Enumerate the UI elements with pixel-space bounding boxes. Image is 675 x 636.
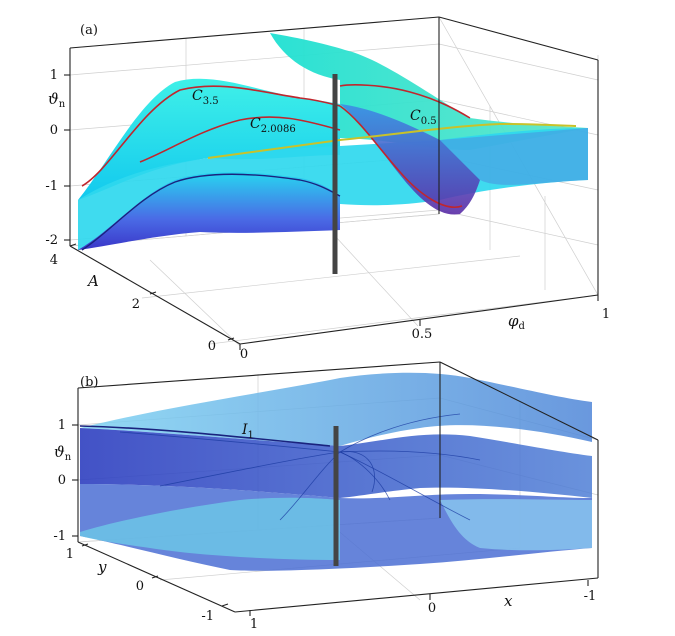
dip-sheet-2 — [440, 128, 588, 185]
xtick-a-05: 0.5 — [412, 327, 433, 342]
ylabel-a: A — [86, 272, 99, 290]
panel-b: (b) 1 0 -1 ϑn 1 0 -1 y 1 0 -1 x I1 — [53, 361, 599, 632]
xtick-a-1: 1 — [602, 307, 610, 322]
xlabel-b: x — [504, 592, 513, 610]
curve-c3-5-right — [339, 84, 471, 119]
xtick-b-m1: -1 — [584, 589, 597, 604]
ytick-b-m1: -1 — [201, 609, 214, 624]
ztick-a-1: 1 — [50, 68, 58, 83]
curve-i1 — [79, 425, 331, 447]
xlabel-a: φd — [508, 312, 526, 332]
ztick-b-0: 0 — [58, 473, 66, 488]
panel-b-label: (b) — [80, 375, 98, 390]
dip-sheet — [340, 104, 480, 215]
panel-a-ytick-labels: 4 2 0 — [50, 253, 216, 354]
panel-a: (a) 1 0 -1 -2 ϑn 4 2 0 A 0 0.5 1 φd C3.5… — [45, 16, 610, 362]
lower-left-flap — [80, 497, 340, 560]
top-right-light — [440, 499, 592, 551]
annotation-c2-0086: C2.0086 — [250, 116, 296, 135]
panel-b-xtick-labels: 1 0 -1 — [250, 589, 596, 632]
panel-a-label: (a) — [80, 23, 98, 38]
panel-b-ytick-labels: 1 0 -1 — [66, 547, 214, 624]
panel-a-curves — [81, 84, 577, 251]
panel-a-surfaces — [78, 33, 588, 250]
curve-c3-5 — [81, 85, 341, 187]
curve-c0-5 — [207, 122, 577, 159]
xtick-b-1: 1 — [250, 617, 258, 632]
ztick-a-0: 0 — [50, 123, 58, 138]
lower-left-sheet — [78, 172, 340, 250]
curve-bottom-blue — [81, 173, 341, 251]
upper-right-sheet — [270, 33, 588, 150]
panel-a-axes — [64, 16, 599, 350]
ytick-a-4: 4 — [50, 253, 58, 268]
zlabel-a: ϑn — [48, 90, 66, 110]
upper-left-sheet — [78, 78, 340, 200]
annotation-c0-5: C0.5 — [410, 108, 437, 127]
panel-b-ztick-labels: 1 0 -1 — [53, 418, 66, 544]
ztick-b-m1: -1 — [53, 529, 66, 544]
ytick-a-2: 2 — [132, 297, 140, 312]
ytick-b-0: 0 — [136, 579, 144, 594]
panel-b-contours — [119, 413, 481, 521]
panel-a-xtick-labels: 0 0.5 1 — [240, 307, 610, 362]
ytick-b-1: 1 — [66, 547, 74, 562]
ytick-a-0: 0 — [208, 339, 216, 354]
zlabel-b: ϑn — [54, 443, 72, 463]
annotation-i1: I1 — [241, 422, 254, 441]
xtick-a-0: 0 — [240, 347, 248, 362]
ztick-a-m1: -1 — [45, 179, 58, 194]
xtick-b-0: 0 — [428, 601, 436, 616]
ylabel-b: y — [97, 558, 107, 576]
panel-b-axes — [72, 361, 599, 616]
annotation-c3-5: C3.5 — [192, 88, 219, 107]
curve-c2-0086 — [139, 116, 341, 163]
panel-a-ztick-labels: 1 0 -1 -2 — [45, 68, 58, 248]
curve-c2-0086-dip — [339, 105, 463, 208]
ztick-a-m2: -2 — [45, 233, 58, 248]
ztick-b-1: 1 — [58, 418, 66, 433]
top-sheet — [80, 372, 592, 446]
